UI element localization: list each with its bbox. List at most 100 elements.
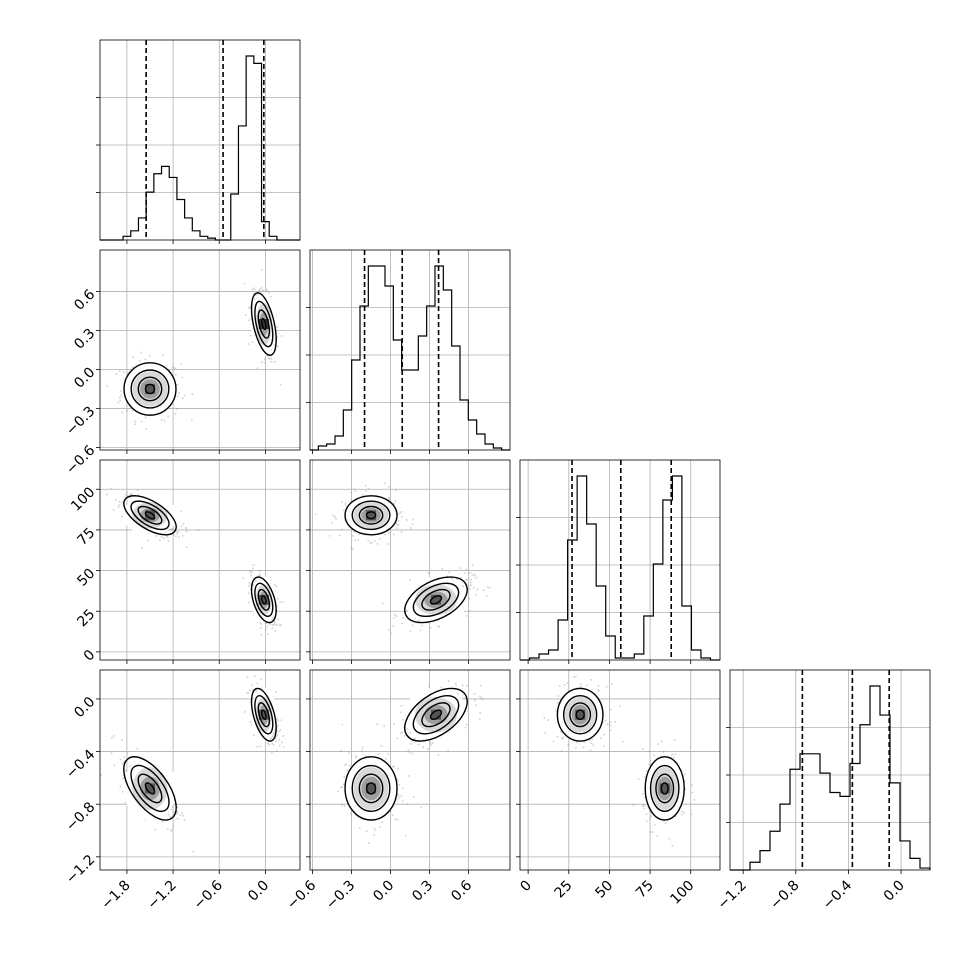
histogram-panel-1 [96, 39, 301, 244]
density-peak [430, 594, 441, 605]
x-tick-label: 0.0 [881, 878, 908, 905]
histogram-step-3 [520, 475, 720, 661]
contour-level-2 [254, 300, 274, 348]
density-peak [659, 783, 670, 794]
y-tick-label: 100 [68, 484, 98, 514]
y-tick-label: −0.6 [63, 442, 98, 477]
histogram-frame [99, 39, 301, 241]
scatter-panel-4-2 [306, 669, 511, 874]
density-peak [145, 783, 155, 794]
contour-level-2 [562, 694, 598, 735]
density-peak [366, 783, 377, 794]
x-tick-label: 0.0 [245, 878, 272, 905]
contour-level-1 [556, 687, 604, 742]
panel-content [543, 675, 696, 847]
x-tick-label: −0.6 [284, 877, 319, 912]
contour-level-1 [344, 756, 398, 821]
scatter-panel-3-2 [306, 459, 511, 664]
contour-level-1 [123, 495, 177, 536]
density-peak [575, 709, 586, 720]
contour-level-1 [404, 576, 468, 624]
contour-level-3 [257, 309, 271, 339]
scatter-points [244, 675, 285, 754]
x-tick-label: −1.8 [98, 878, 133, 913]
histogram-panel-4 [726, 669, 931, 874]
x-tick-label: 0 [517, 878, 535, 896]
scatter-panel-4-3 [516, 669, 721, 874]
y-tick-label: 75 [74, 525, 98, 549]
contour-level-2 [130, 500, 170, 531]
contour-level-4 [260, 595, 267, 605]
contour-level-4 [429, 709, 443, 721]
x-tick-label: −0.6 [191, 877, 226, 912]
x-tick-label: 25 [552, 878, 576, 902]
histogram-step-1 [100, 55, 300, 241]
contour-level-3 [358, 773, 384, 804]
x-tick-label: 0.3 [409, 878, 436, 905]
y-tick-label: 0.6 [71, 287, 98, 314]
x-tick-label: 100 [667, 878, 697, 908]
panel-frame [99, 249, 301, 451]
contour-level-2 [412, 694, 460, 735]
contour-level-4 [144, 511, 156, 520]
contour-level-3 [137, 505, 163, 525]
panel-frame [309, 459, 511, 661]
contour-level-4 [660, 782, 669, 795]
contour-level-3 [137, 773, 163, 804]
contour-level-2 [351, 764, 391, 813]
density-peak [430, 709, 441, 720]
contour-level-2 [254, 694, 274, 735]
histogram-step-2 [310, 265, 510, 451]
contour-level-2 [130, 764, 170, 813]
x-tick-label: −1.2 [145, 878, 180, 913]
y-tick-label: −0.4 [63, 747, 98, 782]
y-tick-label: 25 [74, 606, 98, 630]
y-tick-label: −0.3 [63, 403, 98, 438]
histogram-frame [729, 669, 931, 871]
panel-content [314, 482, 491, 635]
contour-level-3 [257, 702, 271, 728]
contour-level-4 [365, 511, 377, 520]
contour-level-4 [429, 595, 443, 605]
contour-level-3 [421, 588, 451, 611]
contour-level-4 [575, 709, 585, 721]
histogram-step-4 [730, 685, 931, 871]
contour-level-4 [144, 782, 156, 795]
x-tick-label: −0.3 [323, 878, 358, 913]
y-tick-label: 50 [74, 566, 98, 590]
contour-level-1 [250, 576, 277, 624]
scatter-panel-4-1 [96, 669, 301, 874]
y-tick-label: 0 [81, 647, 99, 665]
y-tick-label: −1.2 [63, 852, 98, 887]
contour-level-3 [257, 588, 271, 611]
contour-level-3 [358, 505, 384, 525]
panel-frame [99, 669, 301, 871]
contour-level-1 [123, 362, 177, 416]
contour-level-3 [655, 773, 675, 804]
x-tick-label: 75 [633, 878, 657, 902]
density-peak [258, 594, 269, 605]
contour-level-1 [250, 292, 277, 356]
density-peak [258, 709, 269, 720]
contour-level-4 [365, 782, 377, 795]
contour-level-2 [254, 582, 274, 618]
panel-frame [99, 459, 301, 661]
x-tick-label: −0.4 [820, 877, 855, 912]
histogram-frame [519, 459, 721, 661]
x-tick-label: 50 [592, 878, 616, 902]
density-peak [145, 510, 155, 521]
histogram-panel-2 [306, 249, 511, 454]
contour-level-1 [644, 756, 685, 821]
contour-level-2 [412, 582, 460, 618]
y-tick-label: 0.3 [71, 326, 98, 353]
histogram-frame [309, 249, 511, 451]
density-peak [145, 383, 155, 394]
panel-frame [309, 669, 511, 871]
contour-level-1 [404, 687, 468, 742]
panel-content [106, 487, 284, 636]
y-tick-label: 0.0 [71, 694, 98, 721]
contour-level-2 [351, 500, 391, 531]
scatter-panel-2-1 [96, 249, 301, 454]
panel-content [100, 675, 285, 853]
panel-frame [519, 669, 721, 871]
